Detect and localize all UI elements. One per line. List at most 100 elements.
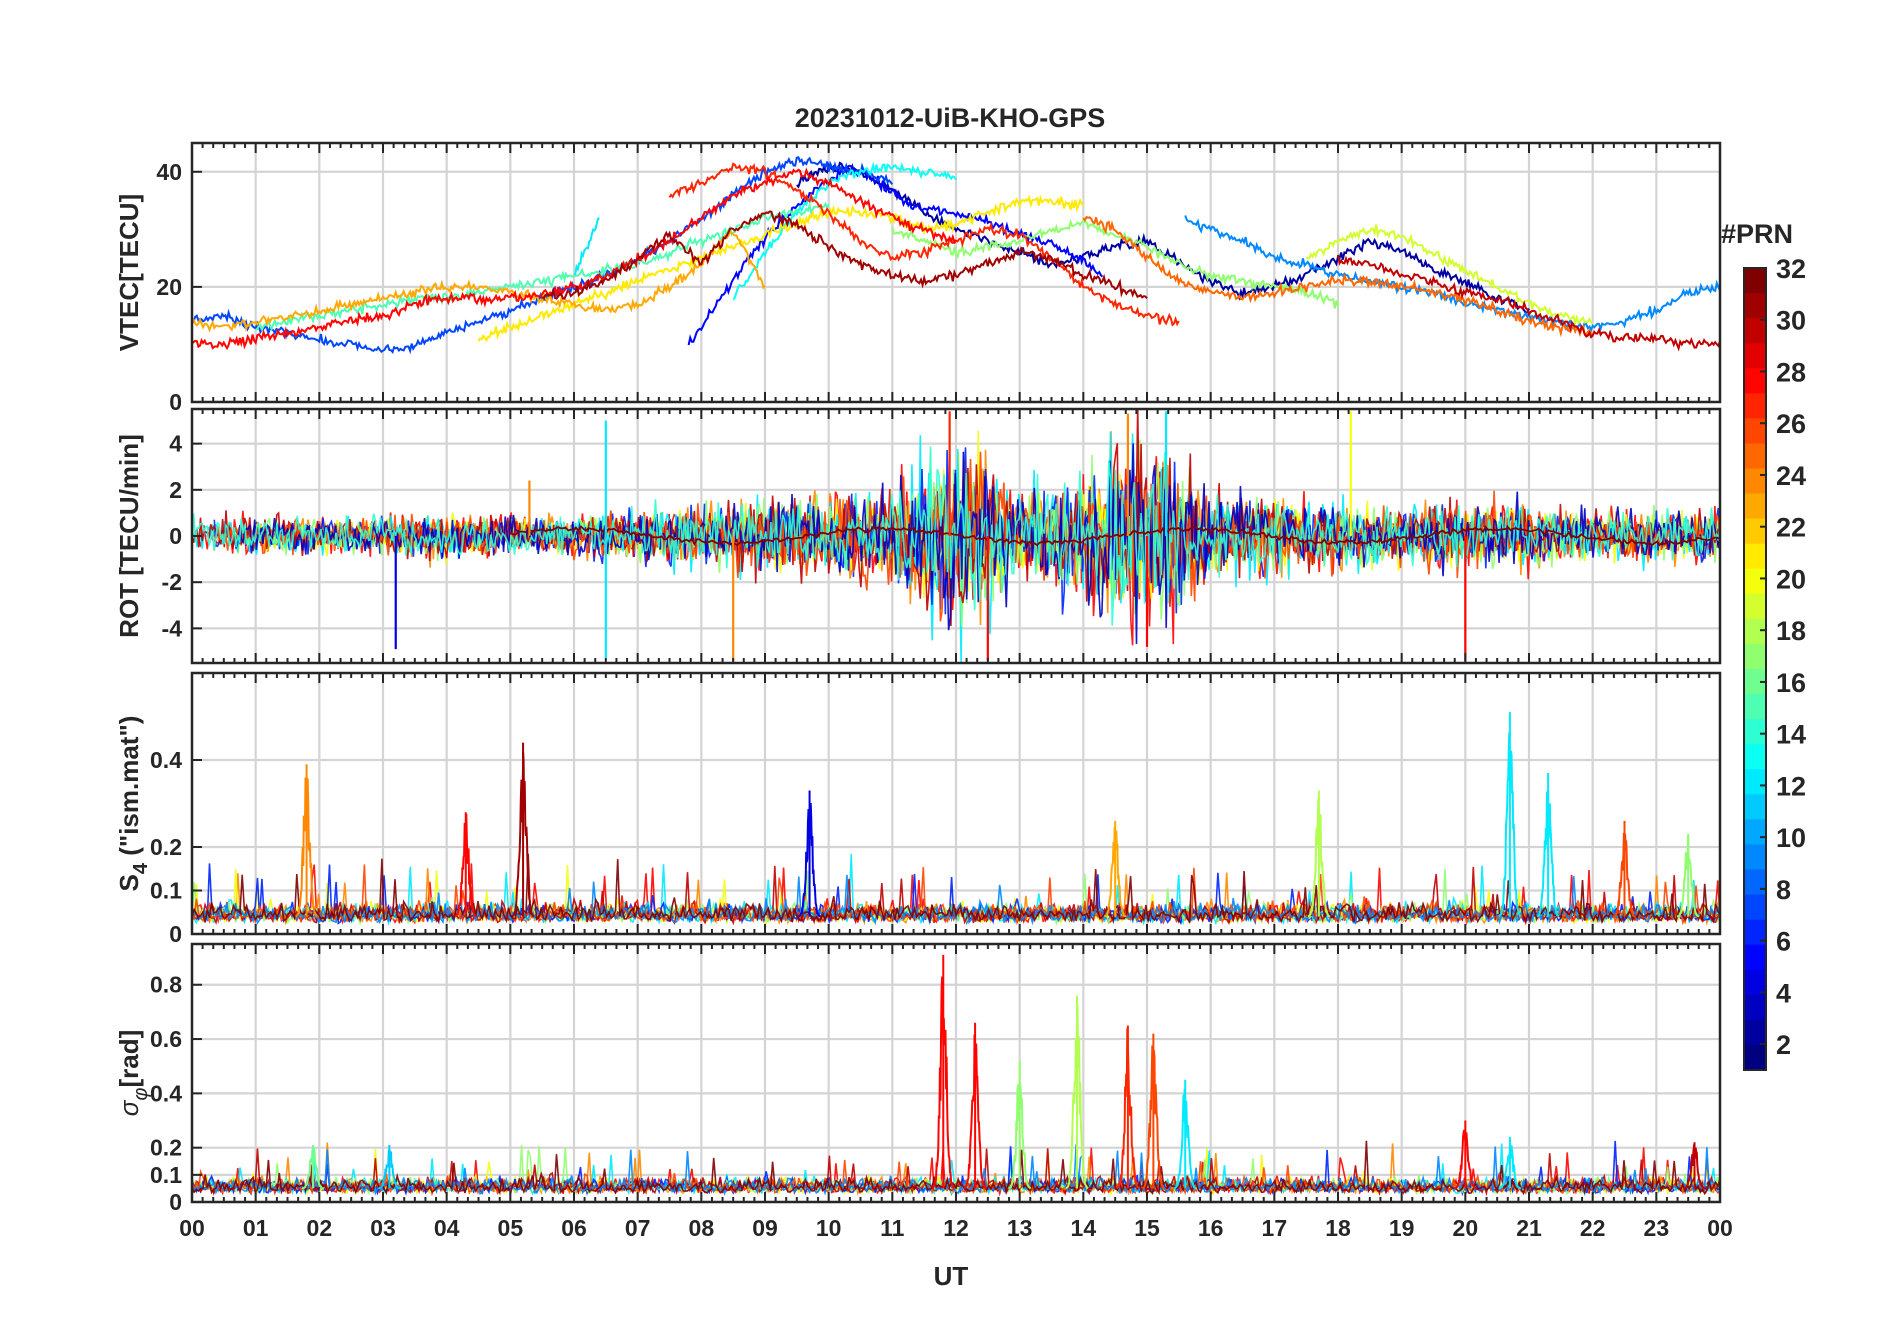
x-tick-label: 19 [1389, 1215, 1415, 1241]
colorbar-segment [1744, 694, 1766, 720]
colorbar-segment [1744, 268, 1766, 294]
vtec-series-prn-9 [1184, 215, 1720, 333]
colorbar-segment [1744, 769, 1766, 795]
vtec-series-prn-28 [192, 167, 957, 351]
colorbar-title: #PRN [1721, 219, 1793, 249]
colorbar-segment [1744, 894, 1766, 921]
colorbar-tick-label: 28 [1776, 357, 1806, 387]
x-axis-label: UT [934, 1261, 969, 1291]
colorbar-segment [1744, 869, 1766, 896]
y-tick-label: 0.4 [150, 1080, 182, 1106]
y-tick-label: -4 [162, 615, 183, 641]
colorbar-tick-label: 8 [1776, 875, 1791, 905]
colorbar-segment [1744, 568, 1766, 595]
colorbar-segment [1744, 819, 1766, 846]
colorbar-tick-label: 32 [1776, 254, 1806, 284]
vtec-series-prn-17 [891, 218, 1339, 309]
colorbar-tick-label: 4 [1776, 978, 1791, 1008]
colorbar-segment [1744, 744, 1766, 770]
colorbar-segment [1744, 1019, 1766, 1046]
colorbar-tick-label: 12 [1776, 771, 1806, 801]
colorbar-segment [1744, 844, 1766, 871]
y-axis-label-rot: ROT [TECU/min] [114, 434, 144, 638]
x-tick-label: 21 [1516, 1215, 1542, 1241]
colorbar-segment [1744, 343, 1766, 369]
y-tick-label: 2 [169, 477, 182, 503]
y-tick-label: 0.1 [150, 878, 182, 904]
colorbar-segment [1744, 368, 1766, 394]
colorbar-tick-label: 30 [1776, 306, 1806, 336]
x-tick-label: 09 [752, 1215, 778, 1241]
x-tick-label: 12 [943, 1215, 969, 1241]
x-tick-label: 04 [434, 1215, 460, 1241]
colorbar-segment [1744, 669, 1766, 695]
x-tick-label: 03 [370, 1215, 396, 1241]
x-tick-label: 20 [1453, 1215, 1479, 1241]
panel-vtec: 0 20 40 VTEC[TECU] [114, 141, 1722, 415]
vtec-series-prn-23 [192, 229, 766, 333]
x-tick-label: 18 [1325, 1215, 1351, 1241]
y-tick-label: 0.8 [150, 972, 182, 998]
vtec-series-prn-31 [541, 210, 1148, 300]
x-tick-label: 13 [1007, 1215, 1033, 1241]
x-tick-label: 01 [243, 1215, 269, 1241]
colorbar-segment [1744, 618, 1766, 645]
colorbar-segment [1744, 593, 1766, 620]
y-tick-label: 0 [169, 1189, 182, 1215]
vtec-series-prn-12 [573, 217, 600, 278]
y-tick-label: 40 [156, 159, 182, 185]
x-tick-label: 23 [1644, 1215, 1670, 1241]
vtec-series-group [192, 156, 1720, 355]
y-tick-label: 0.6 [150, 1026, 182, 1052]
colorbar-segment [1744, 393, 1766, 419]
colorbar-segment [1744, 293, 1766, 319]
y-tick-label: 0 [169, 523, 182, 549]
x-tick-label: 08 [689, 1215, 715, 1241]
panel-s4: 0 0.1 0.2 0.4S4 ("ism.mat") [114, 671, 1722, 947]
x-tick-label: 00 [179, 1215, 205, 1241]
colorbar-tick-label: 26 [1776, 409, 1806, 439]
colorbar-segment [1744, 543, 1766, 570]
colorbar-segment [1744, 919, 1766, 946]
colorbar-segment [1744, 994, 1766, 1021]
vtec-series-prn-27 [668, 162, 1180, 327]
colorbar-tick-label: 2 [1776, 1030, 1791, 1060]
panel-rot: -4 -2 0 2 4 ROT [TECU/min] [114, 407, 1722, 665]
colorbar-segment [1744, 719, 1766, 745]
colorbar-segment [1744, 944, 1766, 971]
colorbar-tick-label: 24 [1776, 461, 1806, 491]
colorbar-segment [1744, 418, 1766, 445]
y-tick-label: 0 [169, 921, 182, 947]
x-tick-label: 00 [1707, 1215, 1733, 1241]
x-tick-label: 11 [880, 1215, 905, 1241]
x-tick-label: 10 [816, 1215, 842, 1241]
x-tick-label: 22 [1580, 1215, 1606, 1241]
y-axis-label-vtec: VTEC[TECU] [114, 194, 144, 351]
vtec-series-prn-30 [1337, 254, 1720, 352]
y-tick-label: -2 [162, 569, 182, 595]
vtec-series-prn-21 [477, 194, 1084, 343]
y-axis-label-sigma_phi: σφ[rad] [114, 1030, 152, 1117]
vtec-series-prn-19 [1306, 224, 1594, 327]
y-tick-label: 0 [169, 389, 182, 415]
colorbar-segment [1744, 493, 1766, 520]
colorbar-segment [1744, 643, 1766, 670]
chart-title: 20231012-UiB-KHO-GPS [795, 103, 1106, 133]
x-tick-label: 07 [625, 1215, 651, 1241]
x-tick-label: 02 [307, 1215, 333, 1241]
colorbar-tick-label: 10 [1776, 823, 1806, 853]
x-tick-label: 17 [1262, 1215, 1288, 1241]
colorbar-segment [1744, 468, 1766, 495]
colorbar-segment [1744, 443, 1766, 470]
colorbar-tick-label: 14 [1776, 720, 1806, 750]
y-tick-label: 0.2 [150, 834, 182, 860]
y-tick-label: 20 [156, 274, 182, 300]
colorbar-segment [1744, 1044, 1766, 1071]
s4-series-prn-32 [192, 853, 1720, 925]
colorbar-tick-label: 22 [1776, 513, 1806, 543]
colorbar-tick-label: 20 [1776, 564, 1806, 594]
y-tick-label: 4 [169, 431, 182, 457]
